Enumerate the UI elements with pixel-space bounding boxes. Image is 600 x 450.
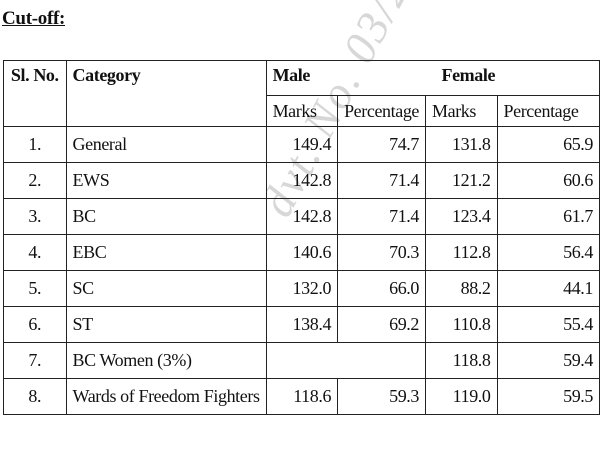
cell-sl-no: 2.	[3, 162, 67, 199]
cell-sl-no: 3.	[3, 198, 67, 235]
cell-male-marks: 132.0	[265, 270, 339, 307]
cell-category: SC	[65, 270, 267, 307]
cell-female-marks: 119.0	[425, 378, 498, 415]
subheader-male-percentage: Percentage	[337, 95, 427, 127]
cell-female-percentage: 60.6	[496, 162, 600, 199]
subheader-female-marks: Marks	[425, 95, 498, 127]
cell-male-marks: 142.8	[265, 162, 339, 199]
header-category: Category	[65, 60, 267, 127]
cell-sl-no: 7.	[3, 342, 67, 379]
cell-male-percentage: 74.7	[337, 126, 427, 163]
table-row: 5. SC 132.0 66.0 88.2 44.1	[3, 270, 600, 307]
cell-sl-no: 4.	[3, 234, 67, 271]
header-male: Male	[265, 60, 338, 96]
cell-female-percentage: 56.4	[496, 234, 600, 271]
cell-female-marks: 88.2	[425, 270, 498, 307]
table-row: 7. BC Women (3%) 118.8 59.4	[3, 342, 600, 379]
cell-male-marks: 140.6	[265, 234, 339, 271]
cell-male-marks: 149.4	[265, 126, 339, 163]
cell-sl-no: 6.	[3, 306, 67, 343]
table-row: 1. General 149.4 74.7 131.8 65.9	[3, 126, 600, 163]
cell-male-percentage: 71.4	[337, 162, 427, 199]
cell-category: EWS	[65, 162, 267, 199]
cell-female-percentage: 59.4	[496, 342, 600, 379]
cell-male-marks	[265, 342, 427, 379]
cutoff-table: Sl. No. Category Male Female Marks Perce…	[3, 60, 600, 415]
cell-sl-no: 8.	[3, 378, 67, 415]
cell-category: General	[65, 126, 267, 163]
cell-female-percentage: 59.5	[496, 378, 600, 415]
cell-male-marks: 138.4	[265, 306, 339, 343]
table-row: 6. ST 138.4 69.2 110.8 55.4	[3, 306, 600, 343]
cell-female-marks: 123.4	[425, 198, 498, 235]
cell-category: EBC	[65, 234, 267, 271]
cell-female-percentage: 44.1	[496, 270, 600, 307]
cell-male-percentage: 66.0	[337, 270, 427, 307]
cell-female-marks: 110.8	[425, 306, 498, 343]
cell-sl-no: 5.	[3, 270, 67, 307]
cell-category: BC Women (3%)	[65, 342, 267, 379]
table-row: 4. EBC 140.6 70.3 112.8 56.4	[3, 234, 600, 271]
cell-female-marks: 118.8	[425, 342, 498, 379]
cell-category: Wards of Freedom Fighters	[65, 378, 267, 415]
header-female: Female	[337, 60, 600, 96]
cell-sl-no: 1.	[3, 126, 67, 163]
table-body: 1. General 149.4 74.7 131.8 65.9 2. EWS 142.8 71.…	[3, 126, 600, 415]
table-row: 2. EWS 142.8 71.4 121.2 60.6	[3, 162, 600, 199]
cell-male-marks: 142.8	[265, 198, 339, 235]
header-row: Sl. No. Category Male Female	[3, 60, 600, 127]
header-sl-no: Sl. No.	[3, 60, 67, 127]
table-row: 8. Wards of Freedom Fighters 118.6 59.3 119.…	[3, 378, 600, 415]
cell-female-marks: 131.8	[425, 126, 498, 163]
cell-female-marks: 112.8	[425, 234, 498, 271]
subheader-row: Marks Percentage Marks Percentage	[4, 95, 600, 127]
cutoff-heading: Cut-off:	[2, 8, 66, 29]
cell-female-marks: 121.2	[425, 162, 498, 199]
cell-male-percentage: 70.3	[337, 234, 427, 271]
cell-category: BC	[65, 198, 267, 235]
subheader-female-percentage: Percentage	[496, 95, 600, 127]
cell-female-percentage: 61.7	[496, 198, 600, 235]
subheader-male-marks: Marks	[265, 95, 339, 127]
cell-category: ST	[65, 306, 267, 343]
table-row: 3. BC 142.8 71.4 123.4 61.7	[3, 198, 600, 235]
cell-female-percentage: 55.4	[496, 306, 600, 343]
cell-male-percentage: 59.3	[337, 378, 427, 415]
cell-male-percentage: 71.4	[337, 198, 427, 235]
cell-male-marks: 118.6	[265, 378, 339, 415]
cell-male-percentage: 69.2	[337, 306, 427, 343]
cell-female-percentage: 65.9	[496, 126, 600, 163]
